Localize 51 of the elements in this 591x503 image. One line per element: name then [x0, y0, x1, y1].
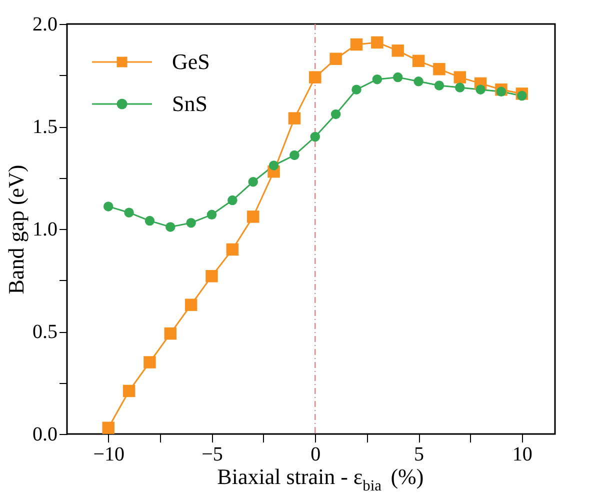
point	[310, 132, 320, 142]
point	[122, 384, 136, 398]
point	[496, 86, 506, 97]
x-tick-label: −5	[202, 444, 223, 466]
point	[455, 82, 465, 92]
point	[124, 208, 134, 218]
legend-label: SnS	[172, 91, 208, 116]
point	[206, 210, 217, 220]
x-tick-label: −10	[93, 444, 124, 466]
point	[434, 80, 444, 90]
point	[330, 109, 341, 120]
point	[371, 36, 384, 49]
y-tick-label: 1.0	[32, 218, 58, 240]
point	[144, 356, 156, 368]
point	[184, 298, 198, 311]
point	[103, 202, 114, 212]
point	[248, 176, 258, 187]
y-tick-label: 0.0	[32, 424, 58, 446]
point	[372, 74, 382, 84]
y-tick-label: 0.5	[32, 321, 58, 343]
point	[433, 62, 446, 76]
point	[414, 76, 424, 86]
point	[226, 243, 239, 256]
point	[476, 84, 486, 94]
point	[144, 216, 155, 226]
x-tick-label: 0	[310, 444, 321, 466]
y-tick-label: 2.0	[32, 14, 58, 36]
point	[186, 218, 196, 228]
point	[206, 270, 218, 282]
point	[309, 71, 322, 84]
point	[517, 90, 527, 101]
y-tick-label: 1.5	[32, 116, 58, 138]
point	[290, 150, 300, 160]
point	[228, 195, 238, 206]
point	[352, 84, 362, 94]
point	[412, 54, 425, 68]
point	[350, 38, 363, 51]
point	[268, 160, 279, 170]
point	[392, 72, 403, 82]
point	[164, 327, 177, 340]
point	[102, 422, 114, 434]
point	[166, 222, 176, 232]
point	[246, 210, 260, 223]
x-tick-label: 10	[512, 444, 532, 466]
point	[330, 52, 342, 65]
point	[454, 71, 466, 84]
x-tick-label: 5	[414, 444, 424, 466]
legend-label: GeS	[172, 49, 210, 74]
point	[288, 112, 301, 124]
point	[392, 44, 404, 57]
y-axis-title: Band gap (eV)	[4, 164, 28, 294]
